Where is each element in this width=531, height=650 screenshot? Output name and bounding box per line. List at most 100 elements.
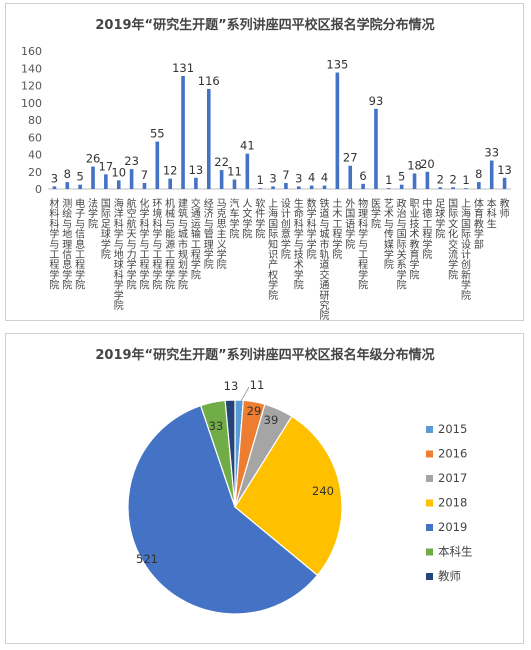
y-tick-label: 140 xyxy=(21,62,42,75)
bar-data-label: 26 xyxy=(86,152,101,166)
bar xyxy=(387,188,391,189)
bar xyxy=(374,108,378,189)
x-category-label: 国际文化交流学院 xyxy=(448,198,458,281)
bar-chart: 2019年“研究生开题”系列讲座四平校区报名学院分布情况 0 20 40 60 80 10… xyxy=(21,17,512,322)
y-tick-label: 80 xyxy=(28,114,42,127)
x-category-label: 物理科学与工程学院 xyxy=(358,197,368,292)
bar-data-label: 1 xyxy=(462,173,469,187)
bar xyxy=(194,177,198,189)
x-category-label: 医学院 xyxy=(371,198,381,230)
x-category-label: 中德工程学院 xyxy=(422,197,432,261)
bar-data-label: 27 xyxy=(343,151,358,165)
bar xyxy=(502,177,507,189)
x-category-label: 政治与国际关系学院 xyxy=(397,197,407,292)
pie-data-label: 39 xyxy=(264,413,279,427)
pie-data-label: 33 xyxy=(209,419,224,433)
x-category-label: 航空航天与力学学院 xyxy=(127,197,137,292)
bar-chart-title: 2019年“研究生开题”系列讲座四平校区报名学院分布情况 xyxy=(95,17,434,33)
pie-data-label: 240 xyxy=(312,484,334,498)
legend-label: 2017 xyxy=(438,471,467,485)
legend-swatch xyxy=(426,450,433,458)
bar-data-label: 11 xyxy=(227,165,242,179)
bar-data-label: 8 xyxy=(64,167,71,181)
bar xyxy=(464,188,468,189)
bar-data-label: 3 xyxy=(295,171,302,185)
bar xyxy=(425,171,430,189)
x-category-label: 经济与管理学院 xyxy=(204,197,214,271)
bar xyxy=(155,141,160,189)
x-category-label: 职业技术教育学院 xyxy=(410,198,420,281)
x-category-label: 机械与能源工程学院 xyxy=(165,197,175,292)
bar-data-label: 33 xyxy=(484,146,499,160)
bar xyxy=(181,76,185,189)
x-category-label: 设计创意学院 xyxy=(281,198,291,261)
bar-data-label: 3 xyxy=(51,171,58,185)
bar-data-label: 8 xyxy=(475,167,482,181)
x-category-label: 上海国际知识产权学院 xyxy=(268,198,278,302)
bar-chart-panel: 2019年“研究生开题”系列讲座四平校区报名学院分布情况 0 20 40 60 80 10… xyxy=(5,3,524,322)
bar xyxy=(284,182,288,189)
bar-data-label: 12 xyxy=(163,164,178,178)
bar xyxy=(129,169,134,189)
pie-slice xyxy=(224,399,236,508)
pie-data-label: 29 xyxy=(247,404,262,418)
bar xyxy=(104,174,108,189)
bar xyxy=(309,185,314,189)
x-category-label: 数学科学学院 xyxy=(307,197,317,261)
bar-data-label: 1 xyxy=(385,173,392,187)
legend-label: 2018 xyxy=(438,496,467,510)
bar-data-label: 135 xyxy=(326,58,348,72)
bar xyxy=(451,187,455,189)
bar xyxy=(399,184,404,189)
x-category-label: 交通运输工程学院 xyxy=(191,197,201,281)
legend-swatch xyxy=(426,475,433,482)
bar-data-label: 4 xyxy=(321,171,328,185)
bar xyxy=(438,187,443,189)
bar-data-label: 5 xyxy=(76,170,83,184)
bar xyxy=(116,180,121,189)
bar xyxy=(52,186,57,189)
bar xyxy=(65,182,70,189)
bar-data-label: 7 xyxy=(141,168,148,182)
bar-data-label: 13 xyxy=(497,163,512,177)
legend-swatch xyxy=(426,499,433,507)
bar-data-label: 131 xyxy=(172,61,194,75)
y-tick-label: 20 xyxy=(28,166,42,179)
x-category-label: 生命科学与技术学院 xyxy=(294,197,304,292)
x-category-label: 教师 xyxy=(500,197,510,220)
bar xyxy=(91,166,95,189)
bar xyxy=(335,72,340,189)
x-category-label: 上海国际设计创新学院 xyxy=(461,198,471,302)
bar-data-label: 2 xyxy=(449,172,456,186)
x-category-label: 测绘与地理信息学院 xyxy=(62,197,72,292)
x-category-label: 本科生 xyxy=(487,197,497,230)
bar xyxy=(219,170,224,189)
x-category-label: 足球学院 xyxy=(435,198,445,241)
x-category-label: 汽车学院 xyxy=(229,197,239,241)
pie-chart-title: 2019年“研究生开题”系列讲座四平校区报名年级分布情况 xyxy=(95,347,434,363)
x-category-label: 国际足球学院 xyxy=(101,198,111,261)
bar xyxy=(206,88,211,189)
bar-data-label: 7 xyxy=(282,168,289,182)
legend-label: 2019 xyxy=(438,520,467,534)
y-tick-label: 120 xyxy=(21,80,42,93)
y-tick-label: 0 xyxy=(35,183,42,196)
bar-data-label: 116 xyxy=(198,74,220,88)
bar xyxy=(348,165,353,189)
bar xyxy=(142,182,147,189)
legend-label: 本科生 xyxy=(438,545,473,559)
bar-data-label: 55 xyxy=(150,127,165,141)
x-category-label: 环境科学与工程学院 xyxy=(152,199,162,292)
bar-data-label: 93 xyxy=(369,94,384,108)
legend-label: 2015 xyxy=(438,422,467,436)
pie-slice xyxy=(234,415,343,577)
x-category-label: 法学院 xyxy=(88,197,98,230)
x-category-label: 化学科学与工程学院 xyxy=(139,197,149,292)
pie-chart-panel: 2019年“研究生开题”系列讲座四平校区报名年级分布情况 11 29 39 240 52… xyxy=(5,333,524,644)
x-category-label: 建筑与城市规划学院 xyxy=(178,197,188,292)
bar-data-label: 13 xyxy=(189,163,204,177)
leader-line xyxy=(240,386,250,402)
bar xyxy=(361,183,365,189)
bar-data-label: 20 xyxy=(420,157,435,171)
